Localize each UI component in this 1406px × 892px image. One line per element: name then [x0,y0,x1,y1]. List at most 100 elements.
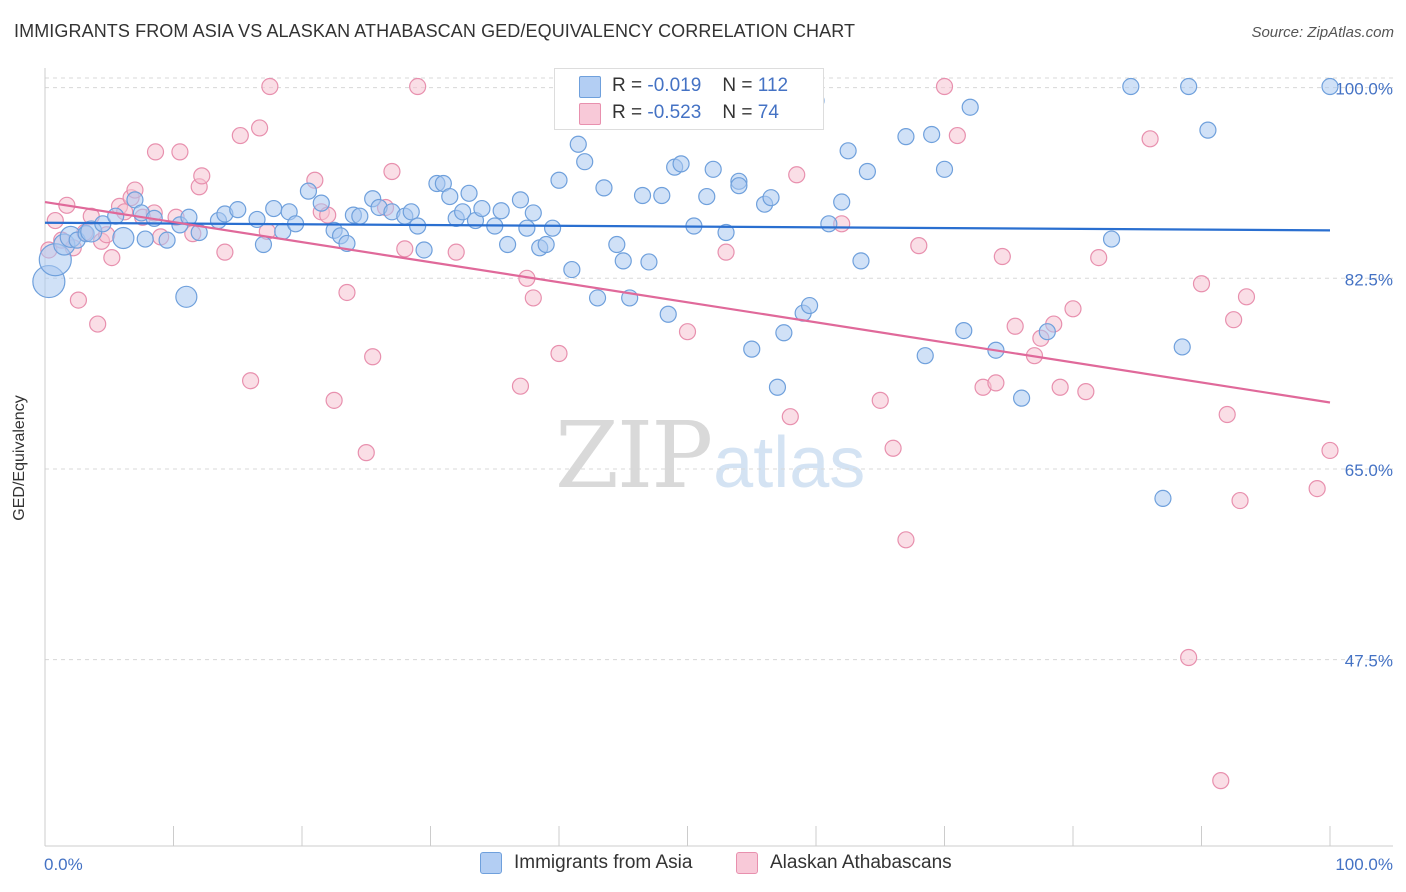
legend-item-athabascan: Alaskan Athabascans [736,852,952,874]
point-athabascan [987,374,1005,392]
point-athabascan [550,344,568,363]
point-asia [1102,230,1121,248]
point-athabascan [193,167,211,185]
point-athabascan [1192,275,1211,293]
point-asia [775,324,793,342]
point-asia [614,252,632,270]
point-asia [704,160,722,178]
point-asia [537,235,555,254]
legend-r-value: -0.523 [647,102,702,123]
y-tick-label: 47.5% [1345,652,1393,671]
point-athabascan [357,444,375,462]
point-athabascan [364,348,382,366]
point-athabascan [1141,130,1159,148]
point-athabascan [242,372,260,390]
point-athabascan [1006,317,1024,335]
watermark-zip: ZIP [555,402,713,509]
point-asia [254,235,273,254]
legend-n-label: N = [722,75,753,96]
legend-text-series2: R = -0.523 N = 74 [612,102,792,124]
legend-text-series1: R = -0.019 N = 112 [612,75,788,97]
point-asia [402,203,420,221]
point-asia [518,219,536,237]
point-asia [935,160,954,178]
point-asia [351,207,369,225]
point-asia [923,125,941,144]
legend-swatch-blue [579,76,601,98]
point-asia [653,186,671,205]
point-athabascan [231,126,249,145]
point-asia [659,305,677,323]
point-athabascan [948,126,966,145]
chart-title: IMMIGRANTS FROM ASIA VS ALASKAN ATHABASC… [14,21,856,41]
point-athabascan [1237,288,1256,306]
point-athabascan [250,119,269,137]
point-athabascan [935,77,954,96]
point-asia [175,285,198,308]
point-asia [640,253,658,271]
point-asia [858,162,877,181]
point-athabascan [897,531,915,549]
point-athabascan [1231,491,1249,510]
trend-line-asia [44,221,1331,232]
point-athabascan [447,243,465,261]
y-tick-label: 100.0% [1335,80,1393,99]
legend-swatch-pink [579,103,601,125]
point-asia [1199,121,1217,139]
point-athabascan [1064,300,1082,318]
point-asia [136,230,154,248]
source-label: Source: ZipAtlas.com [1251,24,1394,41]
point-asia [112,226,135,250]
legend-r-label: R = [612,102,643,123]
point-asia [312,194,330,212]
point-asia [730,177,748,195]
point-athabascan [1321,441,1339,460]
point-asia [916,347,934,365]
point-asia [672,155,690,173]
point-asia [550,171,568,189]
point-asia [852,252,870,270]
point-asia [762,189,780,207]
point-athabascan [1212,772,1230,790]
x-tick-label-max: 100.0% [1335,855,1393,874]
point-asia [1122,77,1140,96]
point-asia [454,203,472,221]
point-athabascan [396,240,414,258]
point-athabascan [1218,405,1236,424]
point-asia [524,204,542,222]
point-asia [473,199,491,218]
point-athabascan [338,283,356,302]
point-athabascan [1180,648,1198,667]
point-athabascan [46,211,64,230]
point-athabascan [993,247,1011,266]
x-tick-label-min: 0.0% [44,855,83,874]
point-asia [1180,77,1198,96]
point-athabascan [325,391,343,409]
point-athabascan [511,377,530,395]
point-asia [833,193,851,211]
point-asia [1154,489,1172,508]
point-athabascan [884,439,902,457]
legend-r-label: R = [612,75,643,96]
legend-item-asia: Immigrants from Asia [480,852,692,874]
legend-swatch-asia [480,852,502,874]
trend-line-athabascan [44,200,1331,404]
point-asia [158,231,176,249]
point-asia [820,215,838,233]
point-athabascan [788,166,806,184]
point-athabascan [1090,248,1108,267]
point-athabascan [103,248,121,267]
point-asia [441,187,459,206]
legend-r-value: -0.019 [647,75,702,96]
point-asia [415,241,433,259]
point-asia [229,201,247,219]
correlation-legend: R = -0.019 N = 112 R = -0.523 N = 74 [554,68,824,130]
point-athabascan [1225,311,1243,329]
point-asia [492,202,510,220]
point-asia [460,184,478,202]
point-asia [897,128,915,146]
point-asia [839,142,857,160]
point-asia [543,219,562,237]
point-athabascan [1308,479,1326,498]
